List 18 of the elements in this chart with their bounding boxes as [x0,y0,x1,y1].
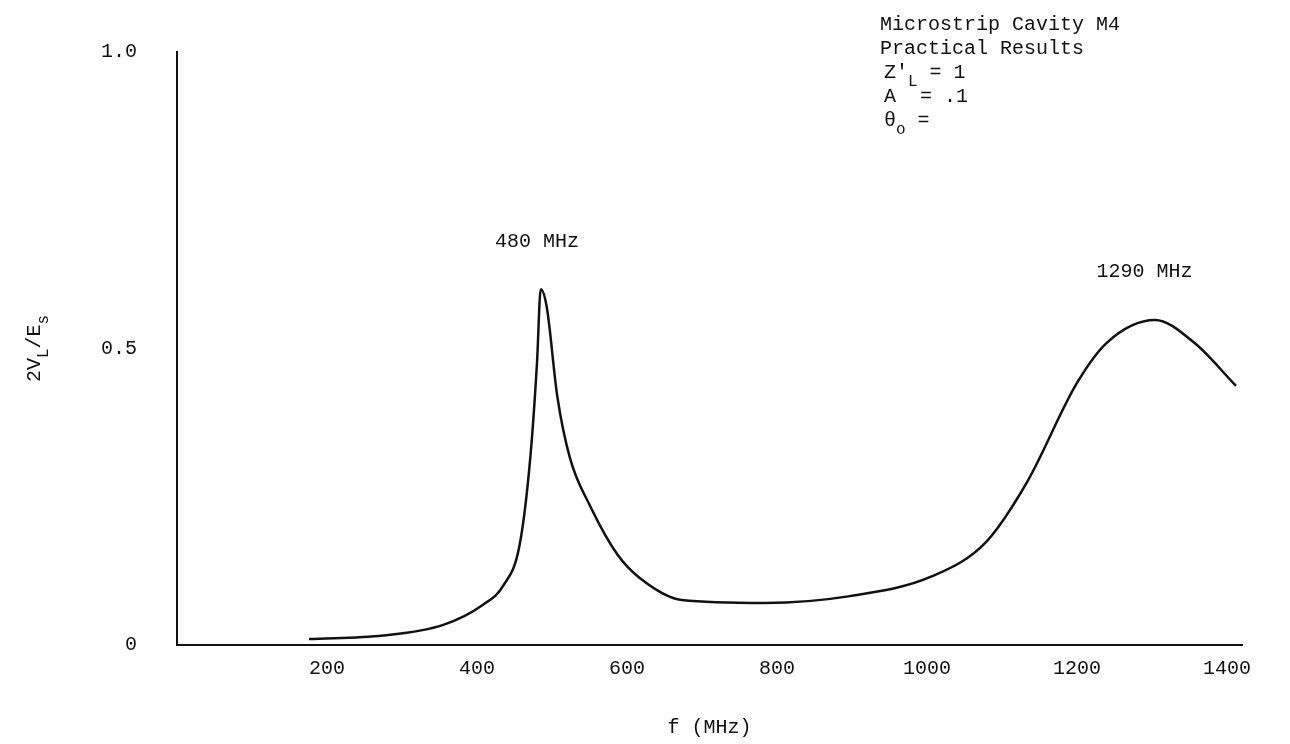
chart-subtitle: Practical Results [880,37,1085,60]
x-tick-label: 800 [758,657,796,681]
x-tick-label: 600 [608,657,646,681]
y-axis-title: 2VL/Es [23,314,53,383]
y-tick-label: 0.5 [100,336,137,360]
annotation: 1290 MHz [1096,259,1193,283]
x-tick-label: 1200 [1052,657,1102,681]
chart-title: Microstrip Cavity M4 [880,13,1121,36]
x-tick-label: 1400 [1202,657,1252,681]
x-tick-label: 200 [308,657,346,681]
line-series [307,287,1238,641]
annotation: A = .1 [884,85,969,108]
y-tick-label: 1.0 [100,40,137,64]
annotation: 480 MHz [494,230,580,254]
x-tick-label: 1000 [902,657,952,681]
y-tick-label: 0 [124,633,137,657]
x-axis-title: f (MHz) [667,716,752,740]
x-tick-label: 400 [458,657,496,681]
